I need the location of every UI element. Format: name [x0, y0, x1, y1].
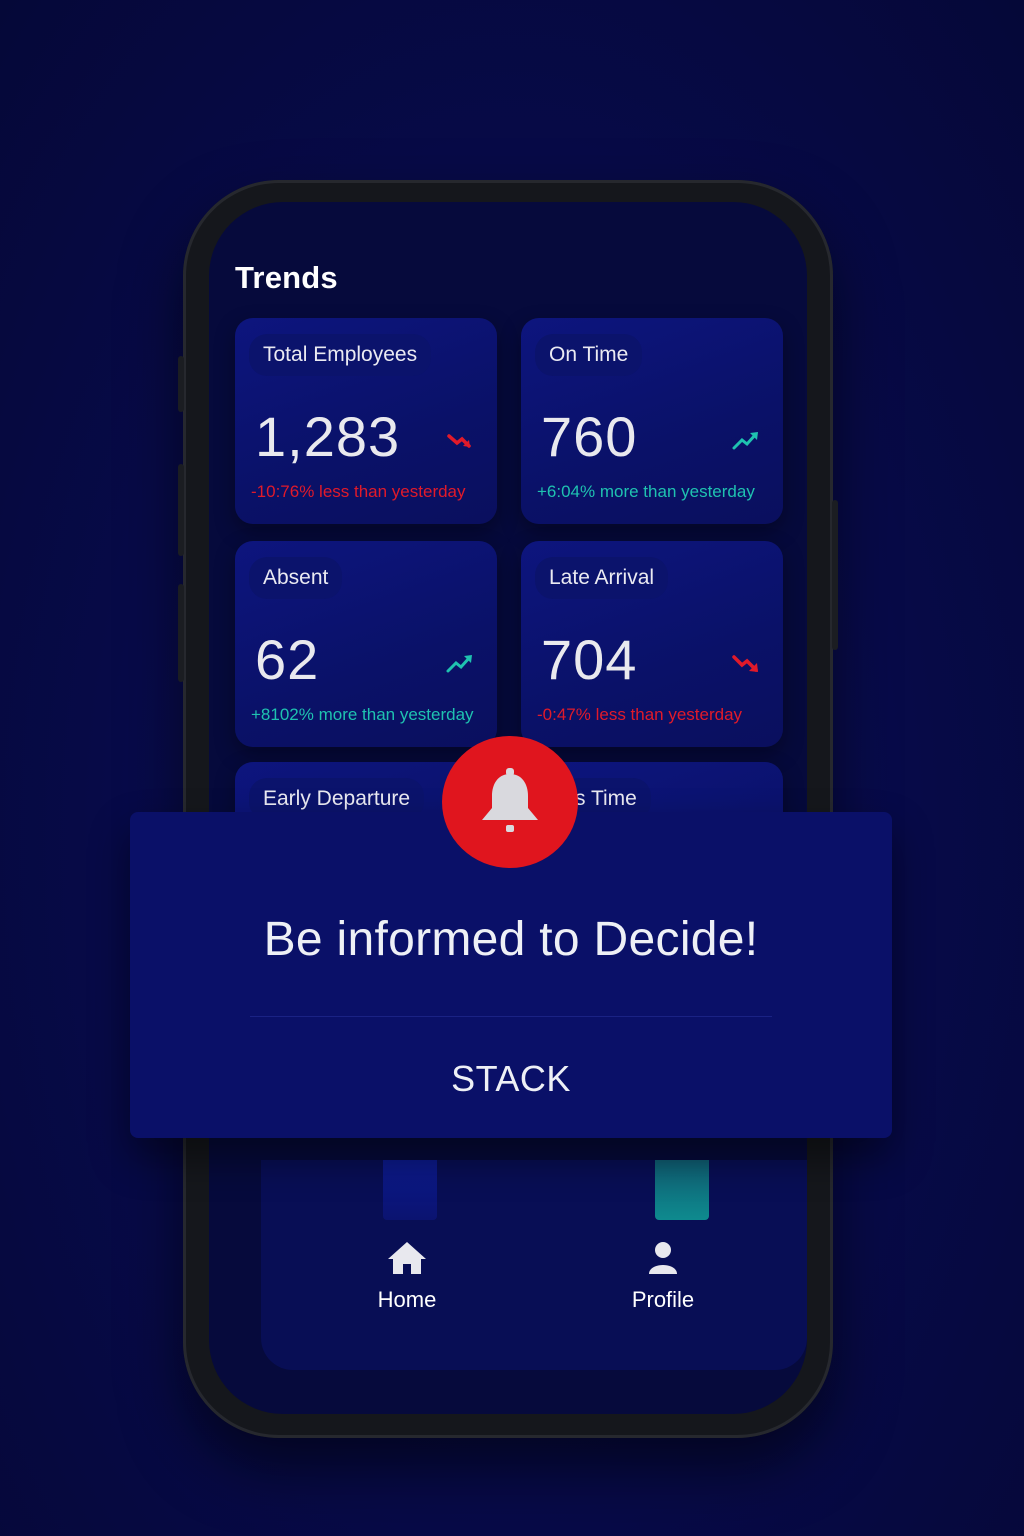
trend-up-icon — [446, 655, 472, 673]
card-value: 1,283 — [255, 405, 401, 468]
card-on-time[interactable]: On Time 760 +6:04% more than yesterday — [521, 318, 783, 524]
card-change: -10:76% less than yesterday — [251, 482, 466, 501]
card-total-employees[interactable]: Total Employees 1,283 -10:76% less than … — [235, 318, 497, 524]
chart-bar-left — [383, 1160, 437, 1220]
chart-bar-right — [655, 1160, 709, 1220]
bell-icon — [482, 768, 538, 832]
card-change: +6:04% more than yesterday — [537, 482, 755, 501]
nav-label: Profile — [631, 1287, 695, 1312]
notification-button[interactable] — [442, 736, 578, 868]
phone-mute-switch — [178, 356, 184, 412]
nav-home[interactable]: Home — [327, 1240, 487, 1313]
trend-up-icon — [732, 432, 758, 450]
brand-name: STACK — [451, 1058, 571, 1099]
card-label: Total Employees — [249, 334, 432, 376]
nav-profile[interactable]: Profile — [583, 1240, 743, 1313]
card-absent[interactable]: Absent 62 +8102% more than yesterday — [235, 541, 497, 747]
card-late-arrival[interactable]: Late Arrival 704 -0:47% less than yester… — [521, 541, 783, 747]
card-label: Absent — [249, 557, 343, 599]
trend-down-icon — [447, 434, 471, 448]
banner-headline: Be informed to Decide! — [263, 913, 759, 966]
bottom-panel: Home Profile — [261, 1160, 807, 1370]
phone-volume-up-button — [178, 464, 184, 556]
nav-label: Home — [377, 1287, 437, 1312]
phone-screen: Trends Total Employees 1,283 -10:76% les… — [209, 202, 807, 1414]
card-label: On Time — [535, 334, 643, 376]
card-value: 62 — [255, 628, 320, 691]
card-value: 760 — [541, 405, 638, 468]
trend-down-icon — [732, 655, 758, 672]
card-change: +8102% more than yesterday — [251, 705, 474, 724]
banner-divider — [250, 1016, 772, 1017]
user-icon — [649, 1242, 677, 1274]
card-change: -0:47% less than yesterday — [537, 705, 743, 724]
phone-power-button — [832, 500, 838, 650]
phone-frame: Trends Total Employees 1,283 -10:76% les… — [178, 180, 838, 1438]
page-title: Trends — [235, 260, 338, 295]
card-value: 704 — [541, 628, 638, 691]
phone-volume-down-button — [178, 584, 184, 682]
card-label: Late Arrival — [535, 557, 669, 599]
home-icon — [388, 1242, 426, 1274]
